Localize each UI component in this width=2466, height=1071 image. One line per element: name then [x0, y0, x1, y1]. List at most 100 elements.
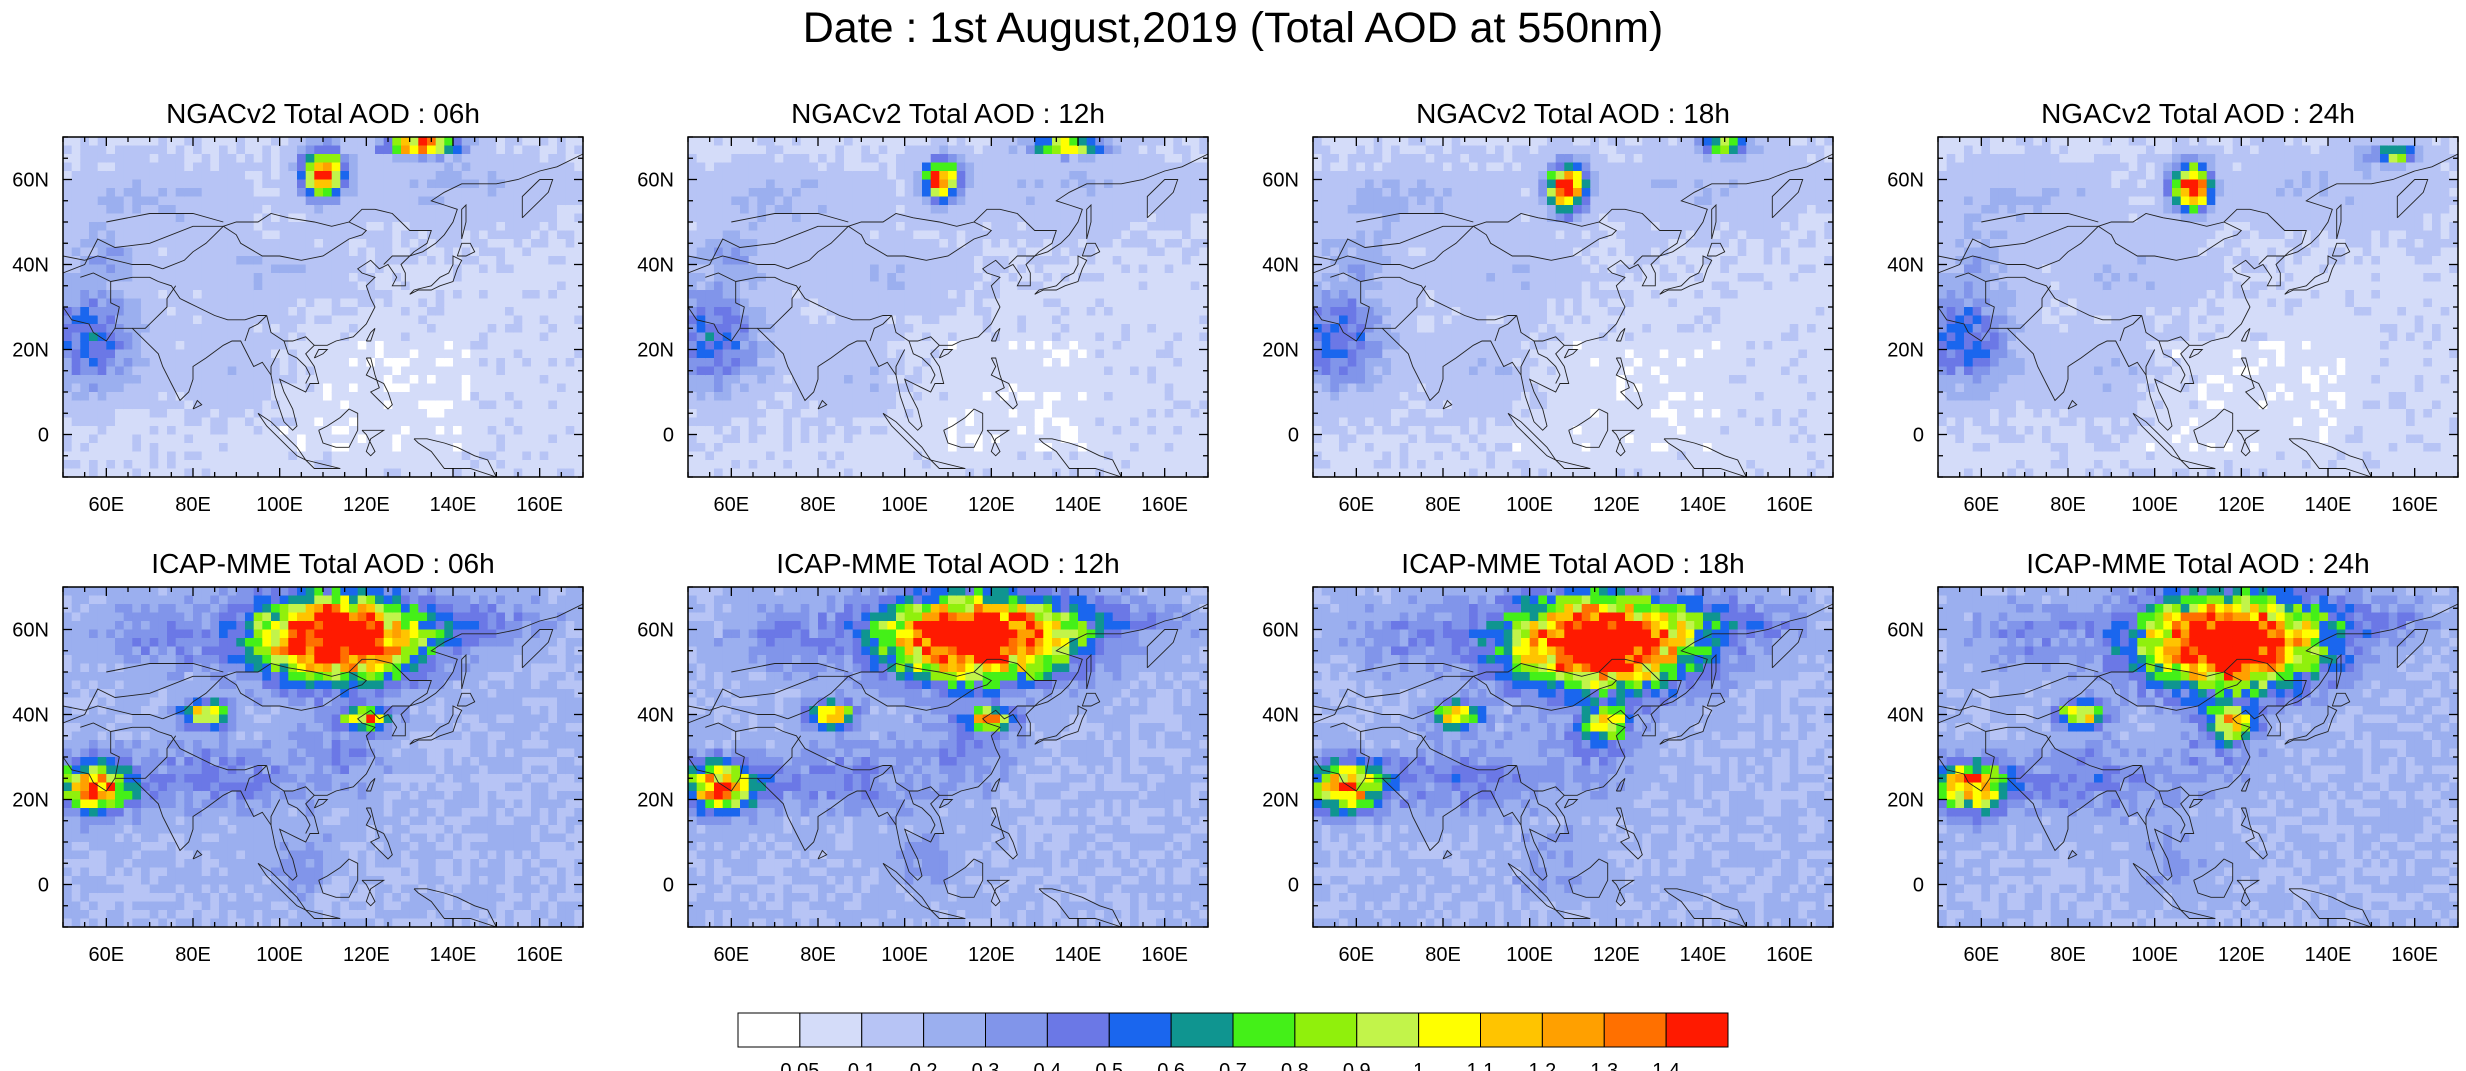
lon-tick-label: 100E — [2131, 944, 2178, 966]
lon-tick-label: 80E — [2050, 944, 2086, 966]
lat-tick-label: 60N — [12, 620, 49, 642]
panel-title: ICAP-MME Total AOD : 06h — [151, 548, 494, 579]
colorbar-label: 0.3 — [972, 1060, 1000, 1071]
aod-field — [1938, 137, 2458, 477]
coastlines — [1938, 603, 2458, 927]
lon-tick-label: 140E — [1680, 494, 1727, 516]
colorbar-label: 1 — [1413, 1060, 1424, 1071]
colorbar-swatch — [861, 1012, 925, 1048]
lat-tick-label: 0 — [663, 875, 674, 897]
map-panel-icap-mme-12h: ICAP-MME Total AOD : 12h 60E 80E 100E 120E 14… — [637, 548, 1209, 966]
lon-tick-label: 140E — [1055, 944, 1102, 966]
colorbar-swatch — [737, 1012, 801, 1048]
coastlines — [1313, 153, 1833, 477]
lon-tick-label: 80E — [1425, 944, 1461, 966]
map-panel-ngacv2-24h: NGACv2 Total AOD : 24h 60E 80E 100E 120E 140E… — [1887, 98, 2459, 516]
ticks — [62, 586, 584, 928]
colorbar-swatch — [923, 1012, 986, 1048]
colorbar-swatch — [1665, 1012, 1729, 1048]
coastlines — [688, 153, 1208, 477]
coastlines — [63, 603, 583, 927]
aod-field — [1938, 587, 2458, 927]
lon-tick-label: 140E — [430, 944, 477, 966]
coastlines — [1938, 153, 2458, 477]
coastlines — [688, 603, 1208, 927]
ticks — [1937, 586, 2459, 928]
colorbar-swatch — [1108, 1012, 1172, 1048]
lon-tick-label: 120E — [968, 494, 1015, 516]
coastlines — [1313, 603, 1833, 927]
colorbar-label: 0.2 — [910, 1060, 938, 1071]
lon-tick-label: 80E — [175, 944, 211, 966]
lon-tick-label: 140E — [1680, 944, 1727, 966]
lat-tick-label: 20N — [1887, 790, 1924, 812]
lon-tick-label: 160E — [516, 494, 563, 516]
map-panel-icap-mme-18h: ICAP-MME Total AOD : 18h 60E 80E 100E 120E 14… — [1262, 548, 1834, 966]
lon-tick-label: 120E — [2218, 494, 2265, 516]
lat-tick-label: 60N — [1262, 620, 1299, 642]
lon-tick-label: 160E — [2391, 494, 2438, 516]
aod-field — [688, 587, 1208, 927]
lon-tick-label: 100E — [2131, 494, 2178, 516]
ticks — [1312, 586, 1834, 928]
panel-title: ICAP-MME Total AOD : 12h — [776, 548, 1119, 579]
colorbar-swatch — [799, 1012, 863, 1048]
colorbar-label: 1.3 — [1590, 1060, 1618, 1071]
ticks — [1937, 136, 2459, 478]
lat-tick-label: 60N — [12, 170, 49, 192]
colorbar-label: 0.7 — [1219, 1060, 1247, 1071]
lon-tick-label: 60E — [1339, 494, 1375, 516]
colorbar-swatch — [1294, 1012, 1358, 1048]
colorbar-label: 0.5 — [1095, 1060, 1123, 1071]
lon-tick-label: 160E — [2391, 944, 2438, 966]
lat-tick-label: 40N — [1887, 255, 1924, 277]
colorbar-label: 1.2 — [1528, 1060, 1556, 1071]
lat-tick-label: 40N — [1262, 255, 1299, 277]
ticks — [62, 136, 584, 478]
lat-tick-label: 20N — [1262, 340, 1299, 362]
colorbar-label: 0.8 — [1281, 1060, 1309, 1071]
map-panel-ngacv2-12h: NGACv2 Total AOD : 12h 60E 80E 100E 120E 140E… — [637, 98, 1209, 516]
lon-tick-label: 120E — [343, 944, 390, 966]
lon-tick-label: 160E — [516, 944, 563, 966]
ticks — [1312, 136, 1834, 478]
lon-tick-label: 120E — [968, 944, 1015, 966]
lat-tick-label: 40N — [637, 255, 674, 277]
colorbar-swatch — [1046, 1012, 1110, 1048]
lat-tick-label: 0 — [1288, 875, 1299, 897]
lat-tick-label: 40N — [1887, 705, 1924, 727]
colorbar-swatch — [1603, 1012, 1667, 1048]
lat-tick-label: 60N — [1262, 170, 1299, 192]
lon-tick-label: 60E — [89, 494, 125, 516]
panel-title: ICAP-MME Total AOD : 24h — [2026, 548, 2369, 579]
ticks — [687, 586, 1209, 928]
lat-tick-label: 40N — [637, 705, 674, 727]
lat-tick-label: 40N — [12, 255, 49, 277]
lon-tick-label: 140E — [2305, 494, 2352, 516]
lat-tick-label: 20N — [12, 790, 49, 812]
lat-tick-label: 40N — [1262, 705, 1299, 727]
lon-tick-label: 60E — [714, 494, 750, 516]
colorbar-label: 1.1 — [1467, 1060, 1495, 1071]
colorbar-swatch — [1356, 1012, 1420, 1048]
panel-title: NGACv2 Total AOD : 06h — [166, 98, 480, 129]
lon-tick-label: 120E — [2218, 944, 2265, 966]
aod-field — [1313, 137, 1833, 477]
lon-tick-label: 60E — [1339, 944, 1375, 966]
colorbar-label: 0.9 — [1343, 1060, 1371, 1071]
lat-tick-label: 0 — [38, 875, 49, 897]
lon-tick-label: 160E — [1766, 944, 1813, 966]
lon-tick-label: 100E — [1506, 944, 1553, 966]
lon-tick-label: 80E — [1425, 494, 1461, 516]
colorbar-swatch — [1170, 1012, 1234, 1048]
lat-tick-label: 20N — [1262, 790, 1299, 812]
lon-tick-label: 80E — [800, 944, 836, 966]
lon-tick-label: 140E — [1055, 494, 1102, 516]
lon-tick-label: 100E — [881, 944, 928, 966]
colorbar-label: 0.1 — [848, 1060, 876, 1071]
aod-field — [1313, 587, 1833, 927]
aod-field — [688, 137, 1208, 477]
lon-tick-label: 120E — [343, 494, 390, 516]
colorbar: 0.05 0.1 0.2 0.3 0.4 0.5 0.6 0.7 0.8 0.9 1 1.1 1.2 1.… — [737, 1012, 1729, 1071]
